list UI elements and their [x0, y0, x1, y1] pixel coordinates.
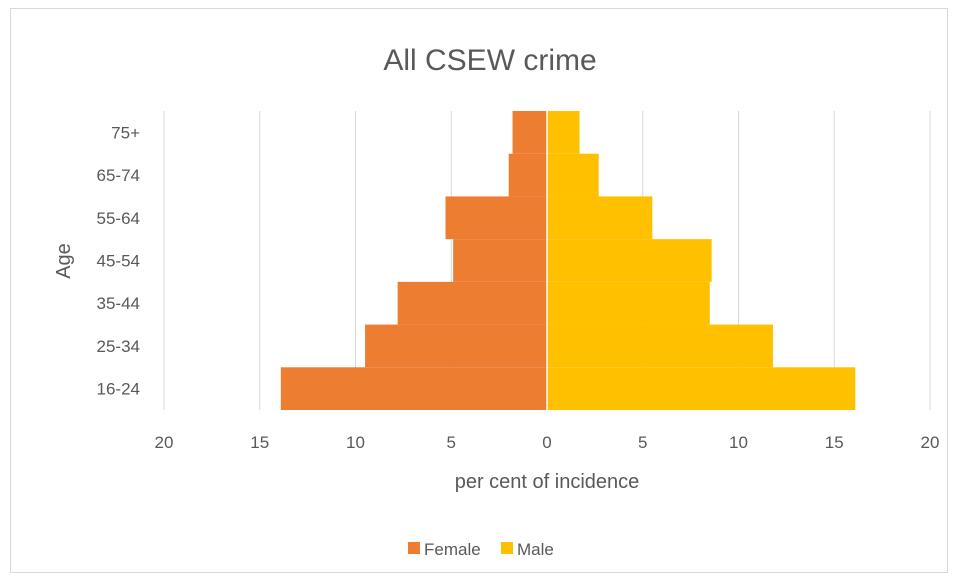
x-tick-5: 5 — [638, 433, 647, 452]
x-tick-1: 15 — [250, 433, 269, 452]
legend-label-female: Female — [424, 540, 481, 559]
y-tick-75+: 75+ — [111, 123, 140, 142]
x-tick-0: 20 — [155, 433, 174, 452]
x-tick-labels: 20 15 10 5 0 5 10 15 20 — [155, 433, 940, 452]
bar-male-65-74 — [547, 153, 599, 197]
y-tick-labels: 16-24 25-34 35-44 45-54 55-64 65-74 75+ — [97, 123, 141, 398]
bar-female-75+ — [512, 111, 547, 154]
x-tick-6: 10 — [729, 433, 748, 452]
y-tick-25-34: 25-34 — [97, 337, 140, 356]
y-tick-65-74: 65-74 — [97, 166, 140, 185]
x-axis-title: per cent of incidence — [455, 471, 640, 493]
legend-swatch-male — [501, 542, 513, 554]
bar-female-55-64 — [445, 196, 547, 240]
legend-label-male: Male — [517, 540, 554, 559]
bar-female-45-54 — [453, 239, 547, 282]
bar-male-45-54 — [547, 239, 712, 282]
x-tick-2: 10 — [346, 433, 365, 452]
bar-male-16-24 — [547, 367, 856, 410]
y-tick-45-54: 45-54 — [97, 252, 140, 271]
chart-title: All CSEW crime — [383, 44, 596, 77]
y-tick-55-64: 55-64 — [97, 209, 140, 228]
bar-female-25-34 — [365, 324, 547, 368]
legend: Female Male — [408, 540, 554, 559]
bar-male-55-64 — [547, 196, 653, 240]
x-tick-7: 15 — [825, 433, 844, 452]
bar-female-16-24 — [280, 367, 547, 410]
x-tick-4: 0 — [542, 433, 551, 452]
bar-male-35-44 — [547, 281, 710, 325]
bar-female-35-44 — [397, 281, 547, 325]
bar-male-75+ — [547, 111, 580, 154]
bars — [280, 111, 856, 410]
x-tick-3: 5 — [447, 433, 456, 452]
y-axis-title: Age — [53, 243, 75, 279]
bar-female-65-74 — [508, 153, 547, 197]
legend-swatch-female — [408, 542, 420, 554]
y-tick-16-24: 16-24 — [97, 380, 140, 399]
x-tick-8: 20 — [921, 433, 940, 452]
bar-male-25-34 — [547, 324, 773, 368]
y-tick-35-44: 35-44 — [97, 294, 140, 313]
